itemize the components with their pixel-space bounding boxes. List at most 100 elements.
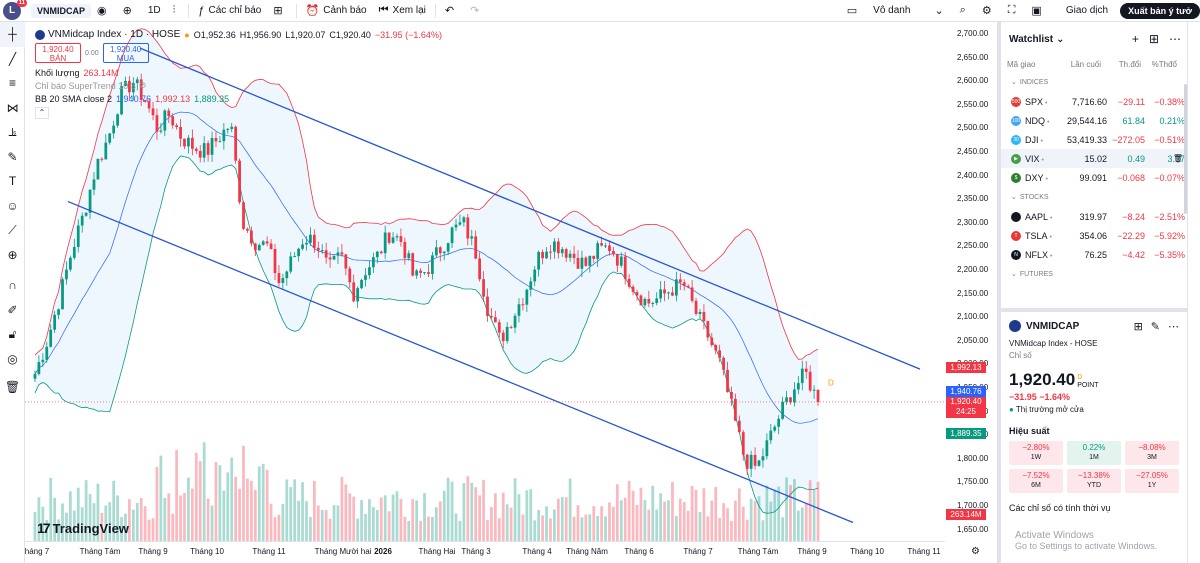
time-axis[interactable]: háng 7 Tháng Tám Tháng 9 Tháng 10 Tháng 11 Th…: [25, 541, 945, 563]
sell-button[interactable]: 1,920.40 BÁN: [35, 43, 81, 63]
volume-bar: [202, 442, 206, 541]
stay-drawing-tool[interactable]: ✐: [0, 298, 25, 323]
templates-button[interactable]: ⊞: [267, 0, 292, 22]
more-icon[interactable]: ⋯: [1169, 32, 1181, 46]
symbol-search-button[interactable]: VNMIDCAP: [31, 3, 92, 18]
details-symbol[interactable]: VNMIDCAP: [1026, 320, 1080, 332]
watchlist-row[interactable]: 30 DJI • 53,419.33 −272.05 −0.51%: [1001, 130, 1187, 149]
interval-button[interactable]: 1D: [147, 5, 161, 16]
fib-tool[interactable]: ≡: [0, 71, 25, 96]
watchlist-row[interactable]: AAPL • 319.97 −8.24 −2.51%: [1001, 207, 1187, 226]
volume-bar: [584, 514, 588, 541]
chart-pane[interactable]: D VNMidcap Index · 1D · HOSE ● O1,952.36…: [25, 22, 995, 563]
candle-body: [690, 287, 694, 301]
magnet-tool[interactable]: ∩: [0, 273, 25, 298]
volume-bar: [372, 507, 375, 541]
watchlist-row[interactable]: N NFLX • 76.25 −4.42 −5.35%: [1001, 245, 1187, 264]
user-avatar[interactable]: L 11: [3, 0, 27, 20]
layout-icon: ▭: [846, 5, 858, 17]
more-icon[interactable]: ⋯: [1168, 320, 1179, 333]
watchlist-section[interactable]: ⌄ STOCKS: [1001, 187, 1187, 207]
trade-button[interactable]: Giao dịch: [1065, 5, 1109, 16]
snapshot-button[interactable]: ▣: [1025, 0, 1051, 22]
supertrend-legend[interactable]: Chỉ báo SuperTrend 10 3 ⊘: [35, 80, 147, 91]
buy-button[interactable]: 1,920.40 MUA: [102, 43, 149, 63]
volume-bar: [324, 510, 328, 541]
price-chart[interactable]: D: [25, 22, 945, 541]
symbol-details: VNMIDCAP ⊞ ✎ ⋯ VNMidcap Index - HOSE Chỉ…: [1001, 308, 1187, 519]
performance-cell[interactable]: −27.05% 1Y: [1125, 469, 1179, 493]
chart-type-button[interactable]: ⫶: [167, 0, 186, 22]
time-tick: Tháng 9: [138, 547, 168, 556]
volume-bar: [147, 519, 151, 541]
watchlist-section[interactable]: ⌄ FUTURES: [1001, 264, 1187, 284]
fullscreen-button[interactable]: ⛶: [1002, 0, 1026, 22]
volume-bar: [328, 518, 332, 541]
redo-button[interactable]: ↷: [464, 0, 489, 22]
publish-button[interactable]: Xuất bản ý tưở: [1120, 2, 1200, 19]
candle-body: [623, 256, 627, 279]
legend-collapse-button[interactable]: ⌃: [35, 107, 49, 119]
volume-bar: [635, 504, 639, 541]
lock-tool[interactable]: 🔓︎: [0, 322, 25, 347]
watchlist-row[interactable]: 100 NDQ • 29,544.16 61.84 0.21%: [1001, 111, 1187, 130]
performance-cell[interactable]: −8.08% 3M: [1125, 441, 1179, 465]
brush-tool[interactable]: ✎: [0, 145, 25, 170]
text-tool[interactable]: T: [0, 169, 25, 194]
compare-button[interactable]: ⊕: [117, 0, 142, 22]
trendline-tool[interactable]: ╱: [0, 47, 25, 72]
volume-bar: [348, 493, 352, 541]
watchlist-row[interactable]: T TSLA • 354.06 −22.29 −5.92%: [1001, 226, 1187, 245]
settings-button[interactable]: ⚙: [976, 0, 1002, 22]
seasonals-title[interactable]: Các chỉ số có tính thời vụ: [1009, 503, 1111, 513]
watchlist-title[interactable]: Watchlist: [1009, 33, 1054, 45]
performance-cell[interactable]: −13.38% YTD: [1067, 469, 1121, 493]
bollinger-fill: [35, 28, 818, 514]
details-subtitle[interactable]: VNMidcap Index - HOSE: [1009, 339, 1098, 348]
emoji-tool[interactable]: ☺: [0, 194, 25, 219]
volume-bar: [777, 486, 781, 541]
layout-button[interactable]: ▭ Vô danh ⌄: [846, 5, 944, 17]
tv-mark-icon: 17: [37, 520, 51, 536]
remove-tool[interactable]: 🗑︎: [0, 375, 25, 400]
watchlist-row[interactable]: ▶ VIX • 15.02 0.49 3.37 🗑︎: [1001, 149, 1187, 168]
add-symbol-button[interactable]: ◉: [91, 0, 117, 22]
forecast-tool[interactable]: ⫡: [0, 120, 25, 145]
volume-bar: [104, 505, 108, 541]
watchlist-scrollbar[interactable]: [1184, 84, 1187, 214]
performance-cell[interactable]: −7.52% 6M: [1009, 469, 1063, 493]
alerts-button[interactable]: ⏰ Cảnh báo: [305, 5, 367, 17]
add-symbol-icon[interactable]: +: [1131, 32, 1139, 46]
performance-cell[interactable]: −2.80% 1W: [1009, 441, 1063, 465]
undo-button[interactable]: ↶: [439, 0, 464, 22]
pattern-tool[interactable]: ⋈: [0, 96, 25, 121]
axis-settings-icon[interactable]: ⚙: [971, 546, 980, 557]
replay-button[interactable]: ⏮ Xem lại: [378, 4, 426, 16]
hide-tool[interactable]: ◎: [0, 347, 25, 372]
indicators-button[interactable]: ƒ Các chỉ báo: [198, 4, 262, 17]
quick-search-button[interactable]: ⌕: [954, 0, 976, 22]
price-tick: 2,250.00: [957, 241, 989, 251]
watchlist-section[interactable]: ⌄ INDICES: [1001, 72, 1187, 92]
bollinger-lower-line: [34, 155, 819, 514]
measure-tool[interactable]: ⟋: [0, 218, 25, 243]
volume-bar: [454, 513, 458, 541]
layout-grid-icon[interactable]: ⊞: [1133, 320, 1143, 333]
bollinger-legend[interactable]: BB 20 SMA close 2 1,940.76 1,992.13 1,889.3…: [35, 93, 230, 104]
performance-cell[interactable]: 0.22% 1M: [1067, 441, 1121, 465]
volume-bar: [379, 497, 383, 541]
volume-bar: [72, 510, 76, 541]
edit-icon[interactable]: ✎: [1150, 320, 1160, 333]
watchlist-row[interactable]: 500 SPX • 7,716.60 −29.11 −0.38%: [1001, 92, 1187, 111]
zoom-tool[interactable]: ⊕: [0, 243, 25, 268]
candle-body: [592, 255, 596, 259]
crosshair-tool[interactable]: ┼: [0, 22, 25, 47]
row-symbol: AAPL •: [1025, 211, 1053, 222]
volume-legend[interactable]: Khối lượng 263.14M: [35, 67, 119, 78]
volume-bar: [305, 501, 308, 541]
advanced-view-icon[interactable]: ⊞: [1148, 32, 1159, 46]
watchlist-row[interactable]: $ DXY • 99.091 −0.068 −0.07%: [1001, 168, 1187, 187]
volume-bar: [490, 507, 493, 541]
price-axis[interactable]: 2,700.00 2,650.00 2,600.00 2,550.00 2,500.00…: [945, 22, 995, 541]
trash-icon[interactable]: 🗑︎: [1172, 154, 1183, 163]
